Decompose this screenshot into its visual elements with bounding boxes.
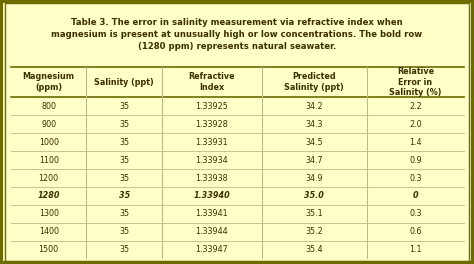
Text: 34.7: 34.7 [305, 156, 323, 165]
Text: Refractive
Index: Refractive Index [189, 72, 235, 92]
Text: 35: 35 [119, 102, 129, 111]
Text: 35: 35 [119, 209, 129, 218]
Text: 35.4: 35.4 [305, 245, 323, 254]
Text: 0: 0 [412, 191, 418, 200]
Text: 34.3: 34.3 [305, 120, 323, 129]
Text: 34.2: 34.2 [305, 102, 323, 111]
Text: 1.33934: 1.33934 [196, 156, 228, 165]
Text: 1300: 1300 [39, 209, 59, 218]
Text: 2.0: 2.0 [409, 120, 422, 129]
Text: 900: 900 [41, 120, 56, 129]
Text: 35: 35 [119, 245, 129, 254]
Text: 34.9: 34.9 [305, 173, 323, 183]
Text: 35: 35 [119, 120, 129, 129]
Text: 2.2: 2.2 [409, 102, 422, 111]
Text: 0.3: 0.3 [409, 209, 421, 218]
Text: Predicted
Salinity (ppt): Predicted Salinity (ppt) [284, 72, 344, 92]
Text: 1500: 1500 [38, 245, 59, 254]
Text: 35: 35 [119, 173, 129, 183]
Text: 1.1: 1.1 [409, 245, 421, 254]
Text: 1.33925: 1.33925 [195, 102, 228, 111]
Text: 35.0: 35.0 [304, 191, 324, 200]
Text: 35: 35 [119, 227, 129, 236]
Text: 1.33928: 1.33928 [195, 120, 228, 129]
Text: 35: 35 [119, 156, 129, 165]
Text: 1000: 1000 [39, 138, 59, 147]
Text: 1100: 1100 [39, 156, 59, 165]
Text: 1.4: 1.4 [409, 138, 421, 147]
Text: 35: 35 [119, 138, 129, 147]
Text: Table 3. The error in salinity measurement via refractive index when
magnesium i: Table 3. The error in salinity measureme… [52, 18, 422, 51]
Text: 35.2: 35.2 [305, 227, 323, 236]
Text: 34.5: 34.5 [305, 138, 323, 147]
Text: 1280: 1280 [37, 191, 60, 200]
Text: 1.33931: 1.33931 [196, 138, 228, 147]
Text: 1200: 1200 [38, 173, 59, 183]
Text: 0.3: 0.3 [409, 173, 421, 183]
Text: 800: 800 [41, 102, 56, 111]
Text: 1.33941: 1.33941 [196, 209, 228, 218]
Text: 0.6: 0.6 [409, 227, 421, 236]
Text: 1.33940: 1.33940 [193, 191, 230, 200]
Text: 1.33947: 1.33947 [195, 245, 228, 254]
Text: 35: 35 [118, 191, 130, 200]
Text: 0.9: 0.9 [409, 156, 422, 165]
Text: 1.33944: 1.33944 [196, 227, 228, 236]
Text: 1400: 1400 [39, 227, 59, 236]
Text: 35.1: 35.1 [305, 209, 323, 218]
Text: 1.33938: 1.33938 [196, 173, 228, 183]
Text: Magnesium
(ppm): Magnesium (ppm) [23, 72, 75, 92]
Text: Salinity (ppt): Salinity (ppt) [94, 78, 154, 87]
Text: Relative
Error in
Salinity (%): Relative Error in Salinity (%) [389, 67, 442, 97]
